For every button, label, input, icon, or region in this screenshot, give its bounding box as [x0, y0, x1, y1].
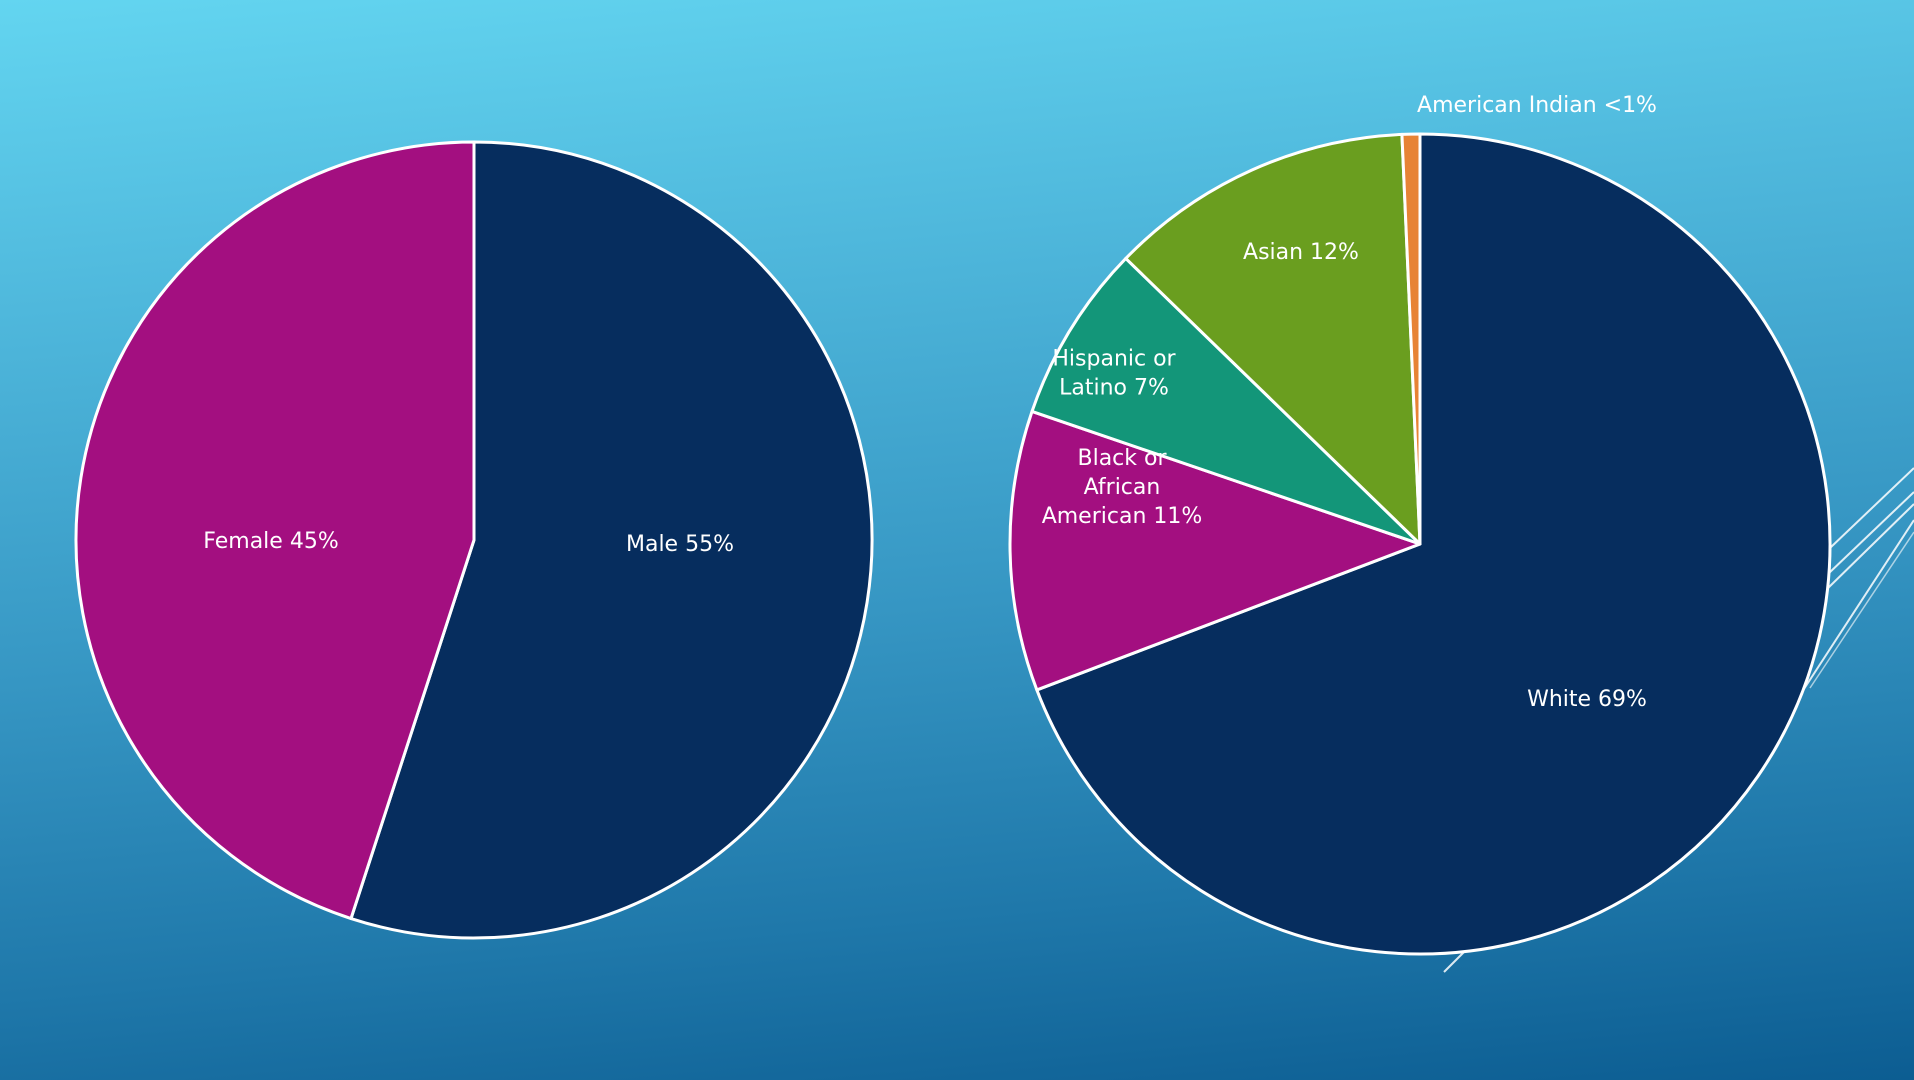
gender-slice-female [74, 140, 476, 921]
race-label-black-or-african-american: Black or African American 11% [1042, 446, 1203, 529]
race-slice-asian [1124, 132, 1422, 546]
race-slice-white [1035, 132, 1832, 956]
gender-label-male: Male 55% [626, 532, 734, 557]
race-label-american-indian: American Indian <1% [1417, 93, 1657, 118]
race-slice-black-or-african-american [1008, 409, 1422, 692]
gender-slice-male [349, 140, 874, 940]
race-label-white: White 69% [1527, 687, 1647, 712]
race-slice-hispanic-or-latino [1030, 256, 1422, 546]
gender-label-female: Female 45% [203, 529, 338, 554]
race-label-hispanic-or-latino: Hispanic or Latino 7% [1052, 347, 1176, 401]
race-slice-american-indian [1400, 132, 1422, 546]
race-label-asian: Asian 12% [1243, 240, 1359, 265]
